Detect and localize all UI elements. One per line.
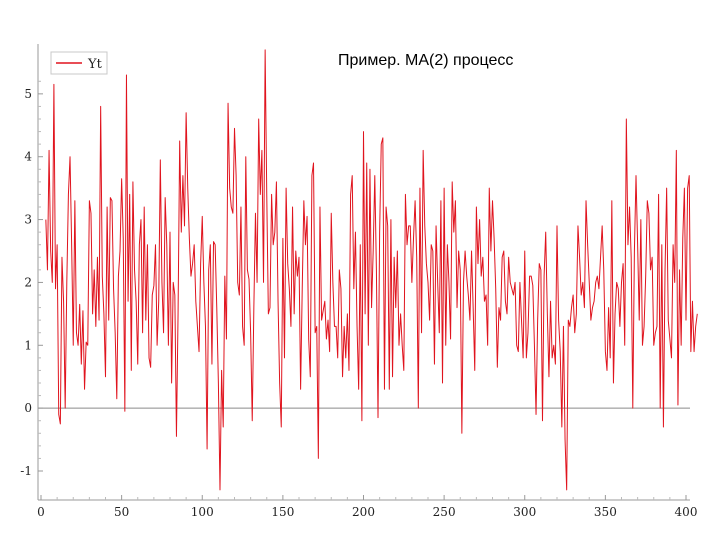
x-tick-label: 100: [191, 505, 214, 519]
x-tick-label: 300: [513, 505, 536, 519]
x-tick-label: 250: [433, 505, 456, 519]
x-tick-label: 200: [352, 505, 375, 519]
x-tick-label: 400: [675, 505, 698, 519]
series-line-yt: [45, 49, 698, 491]
y-tick-label: 1: [24, 338, 32, 352]
chart-title: Пример. МА(2) процесс: [338, 52, 514, 69]
legend-label: Yt: [87, 57, 103, 72]
y-tick-label: 5: [24, 87, 32, 101]
y-tick-label: 2: [24, 275, 32, 289]
y-tick-label: 4: [24, 150, 32, 164]
x-tick-label: 50: [114, 505, 129, 519]
y-tick-label: -1: [20, 464, 32, 478]
legend: Yt: [50, 51, 108, 75]
x-tick-label: 0: [37, 505, 45, 519]
x-tick-label: 350: [594, 505, 617, 519]
y-tick-label: 3: [24, 213, 32, 227]
x-tick-label: 150: [271, 505, 294, 519]
y-tick-label: 0: [24, 401, 32, 415]
